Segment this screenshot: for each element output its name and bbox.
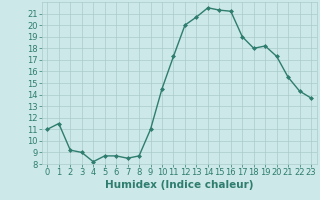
X-axis label: Humidex (Indice chaleur): Humidex (Indice chaleur)	[105, 180, 253, 190]
